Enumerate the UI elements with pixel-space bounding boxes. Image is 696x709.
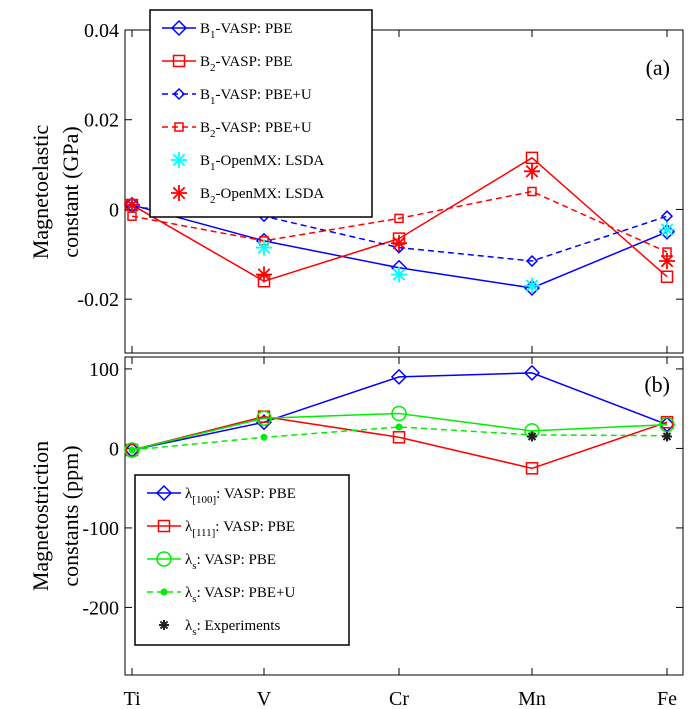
y-tick-label: 0	[109, 438, 119, 460]
data-point	[395, 423, 403, 431]
legend-marker	[172, 87, 186, 101]
legend-marker	[160, 588, 168, 596]
data-point	[256, 410, 272, 426]
data-point	[660, 415, 674, 429]
y-axis-label: constants (ppm)	[58, 445, 83, 586]
series	[527, 431, 672, 442]
legend-label: B2-OpenMX: LSDA	[200, 186, 324, 206]
legend-marker	[170, 19, 188, 37]
data-point	[660, 210, 674, 223]
legend-marker	[172, 54, 186, 68]
legend-label: B2-VASP: PBE+U	[200, 120, 312, 140]
x-tick-label: V	[257, 688, 272, 709]
y-tick-label: 0	[109, 199, 119, 221]
series-line	[131, 190, 668, 253]
data-point	[390, 368, 408, 385]
y-axis-label: Magnetoelastic	[28, 125, 53, 260]
series	[125, 410, 674, 475]
data-point	[523, 364, 541, 381]
x-tick-label: Fe	[657, 688, 677, 709]
panel-label: (a)	[646, 55, 670, 80]
plot-frame	[124, 356, 684, 676]
data-point	[525, 254, 539, 268]
data-point	[662, 431, 672, 442]
x-tick-label: Cr	[389, 688, 409, 709]
legend-marker	[159, 620, 169, 630]
data-point	[260, 433, 268, 441]
legend-marker	[174, 122, 184, 132]
y-tick-label: 0.04	[84, 20, 119, 42]
data-point	[660, 270, 674, 283]
data-point	[525, 462, 539, 475]
legend: λ[100]: VASP: PBE λ[111]: VASP: PBE λs: VA…	[134, 474, 350, 646]
series-line	[131, 372, 668, 451]
legend-marker	[156, 551, 172, 567]
y-tick-label: -200	[82, 597, 119, 619]
data-point	[527, 431, 537, 442]
legend-label: λs: Experiments	[185, 618, 280, 638]
legend-marker	[157, 519, 171, 533]
legend-label: λ[100]: VASP: PBE	[185, 486, 296, 506]
y-tick-label: 100	[89, 359, 119, 381]
legend-marker	[155, 484, 173, 502]
legend-marker	[171, 185, 187, 201]
series	[124, 405, 675, 458]
data-point	[256, 239, 272, 256]
legend-marker	[171, 152, 187, 168]
data-point	[392, 431, 406, 444]
x-tick-label: Mn	[518, 688, 546, 709]
data-point	[124, 442, 140, 458]
legend-label: B2-VASP: PBE	[200, 54, 292, 74]
legend: B1-VASP: PBE B2-VASP: PBE B1-VASP: PBE+U B2…	[149, 9, 373, 218]
legend-label: λ[111]: VASP: PBE	[185, 519, 295, 539]
data-point	[524, 277, 540, 294]
legend-box	[149, 9, 373, 218]
data-point	[124, 196, 140, 213]
plot-frame	[124, 29, 684, 354]
x-tick-label: Ti	[123, 688, 141, 709]
series	[127, 186, 672, 257]
series-line	[131, 415, 668, 470]
data-point	[659, 253, 675, 270]
legend-label: λs: VASP: PBE+U	[185, 585, 296, 605]
data-point	[527, 186, 537, 197]
series-line	[131, 412, 668, 451]
data-point	[256, 266, 272, 283]
y-tick-label: 0.02	[84, 110, 119, 132]
panel-label: (b)	[644, 372, 670, 397]
data-point	[391, 235, 407, 252]
data-point	[524, 163, 540, 180]
y-axis-label: constant (GPa)	[58, 126, 83, 257]
data-point	[391, 405, 407, 422]
data-point	[128, 446, 136, 454]
data-point	[391, 266, 407, 283]
data-point	[394, 213, 404, 224]
y-tick-label: -0.02	[77, 289, 119, 311]
panel-a: 0.04 0.02 0 -0.02 Magnetoelastic constant (GP…	[28, 9, 684, 354]
legend-label: λs: VASP: PBE	[185, 552, 276, 572]
series	[124, 163, 675, 283]
legend-label: B1-VASP: PBE	[200, 21, 292, 41]
legend-label: B1-VASP: PBE+U	[200, 87, 312, 107]
panel-b: 100 0 -100 -200 Ti V Cr Mn Fe Magnetostriction con…	[28, 356, 684, 709]
data-point	[659, 221, 675, 238]
legend-label: B1-OpenMX: LSDA	[200, 153, 324, 173]
y-tick-label: -100	[82, 518, 119, 540]
y-axis-label: Magnetostriction	[28, 441, 53, 591]
